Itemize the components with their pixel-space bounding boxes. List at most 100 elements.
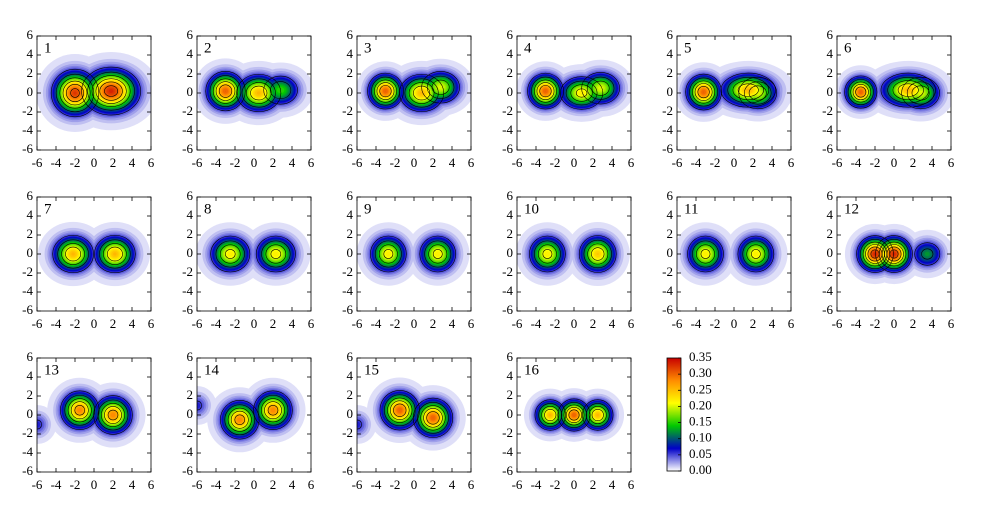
density-level [437,85,444,90]
y-tick-label: 6 [667,188,674,203]
y-tick-label: -6 [22,302,33,317]
y-tick-label: -6 [22,463,33,478]
y-tick-label: 2 [187,387,194,402]
contour-line [374,240,402,268]
contour-line [57,239,89,269]
x-tick-label: 6 [148,316,155,331]
y-tick-label: -6 [182,141,193,156]
contour-line [383,249,394,259]
contour-line [424,240,452,268]
y-tick-label: -6 [22,141,33,156]
panel-label: 12 [844,201,859,217]
y-tick-label: -6 [502,463,513,478]
x-tick-label: 2 [750,155,757,170]
contour-line [560,76,604,110]
y-tick-label: 0 [27,406,34,421]
contour-line [575,88,588,98]
x-tick-label: 0 [251,316,258,331]
y-tick-label: -2 [22,425,33,440]
contour-line [224,249,236,259]
y-tick-label: -4 [342,122,353,137]
y-tick-label: 2 [27,226,34,241]
contour-line [870,249,880,259]
contour-line [581,72,620,105]
y-tick-label: 6 [187,188,194,203]
panel-label: 11 [684,201,698,217]
y-tick-label: 6 [827,188,834,203]
x-tick-label: 2 [110,155,117,170]
contour-line [855,86,867,98]
contour-line [261,398,285,423]
contour-line [408,82,435,104]
contour-line [413,85,431,101]
heatmap [357,377,466,451]
y-tick-label: 0 [347,406,354,421]
x-tick-label: 4 [609,155,616,170]
y-tick-label: 6 [507,188,514,203]
x-tick-label: 4 [769,155,776,170]
x-tick-label: 0 [251,155,258,170]
contour-line [591,80,610,96]
colorbar-tick-label: 0.35 [689,349,712,364]
panel-label: 7 [44,201,52,217]
y-tick-label: -4 [182,444,193,459]
contour-line [371,76,400,106]
contour-line [850,81,872,103]
contour-line [542,249,553,259]
x-tick-label: -2 [870,155,881,170]
x-tick-label: 6 [788,316,795,331]
contour-line [104,406,122,424]
y-tick-label: 4 [507,207,514,222]
density-level [71,252,75,256]
contour-line [720,72,776,108]
x-tick-label: -2 [550,316,561,331]
x-tick-label: -4 [851,155,862,170]
density-level [357,421,361,428]
contour-line [911,85,930,101]
panel-label: 9 [364,201,372,217]
contour-line [561,402,587,428]
y-tick-label: -6 [662,302,673,317]
x-tick-label: 4 [769,316,776,331]
x-tick-label: 0 [251,477,258,492]
contour-line [70,88,80,98]
y-tick-label: 0 [27,84,34,99]
x-tick-label: 4 [449,477,456,492]
contour-line [93,395,133,435]
contour-line [81,66,141,116]
y-tick-label: 0 [507,406,514,421]
density-level [77,407,83,413]
contour-line [692,80,716,104]
contour-line [210,235,251,273]
x-tick-label: 4 [129,316,136,331]
density-level [225,90,226,92]
contour-line [103,243,127,265]
y-tick-label: 4 [187,46,194,61]
y-tick-label: 4 [187,207,194,222]
x-tick-label: 2 [430,155,437,170]
y-tick-label: -4 [182,283,193,298]
contour-line [700,249,711,259]
contour-line [588,406,607,424]
x-tick-label: -6 [832,155,843,170]
panel-label: 1 [44,40,52,56]
y-tick-label: 4 [27,207,34,222]
contour-line [209,75,242,107]
y-tick-label: 4 [347,46,354,61]
x-tick-label: -6 [32,477,43,492]
contour-line [539,85,552,98]
y-tick-label: -6 [342,463,353,478]
heatmap [844,223,951,285]
heatmap [197,222,311,286]
contour-line [420,405,446,431]
density-level [873,252,877,256]
contour-line [428,244,448,264]
x-tick-label: 6 [148,155,155,170]
y-tick-label: 6 [27,27,34,42]
contour-line [748,85,767,101]
